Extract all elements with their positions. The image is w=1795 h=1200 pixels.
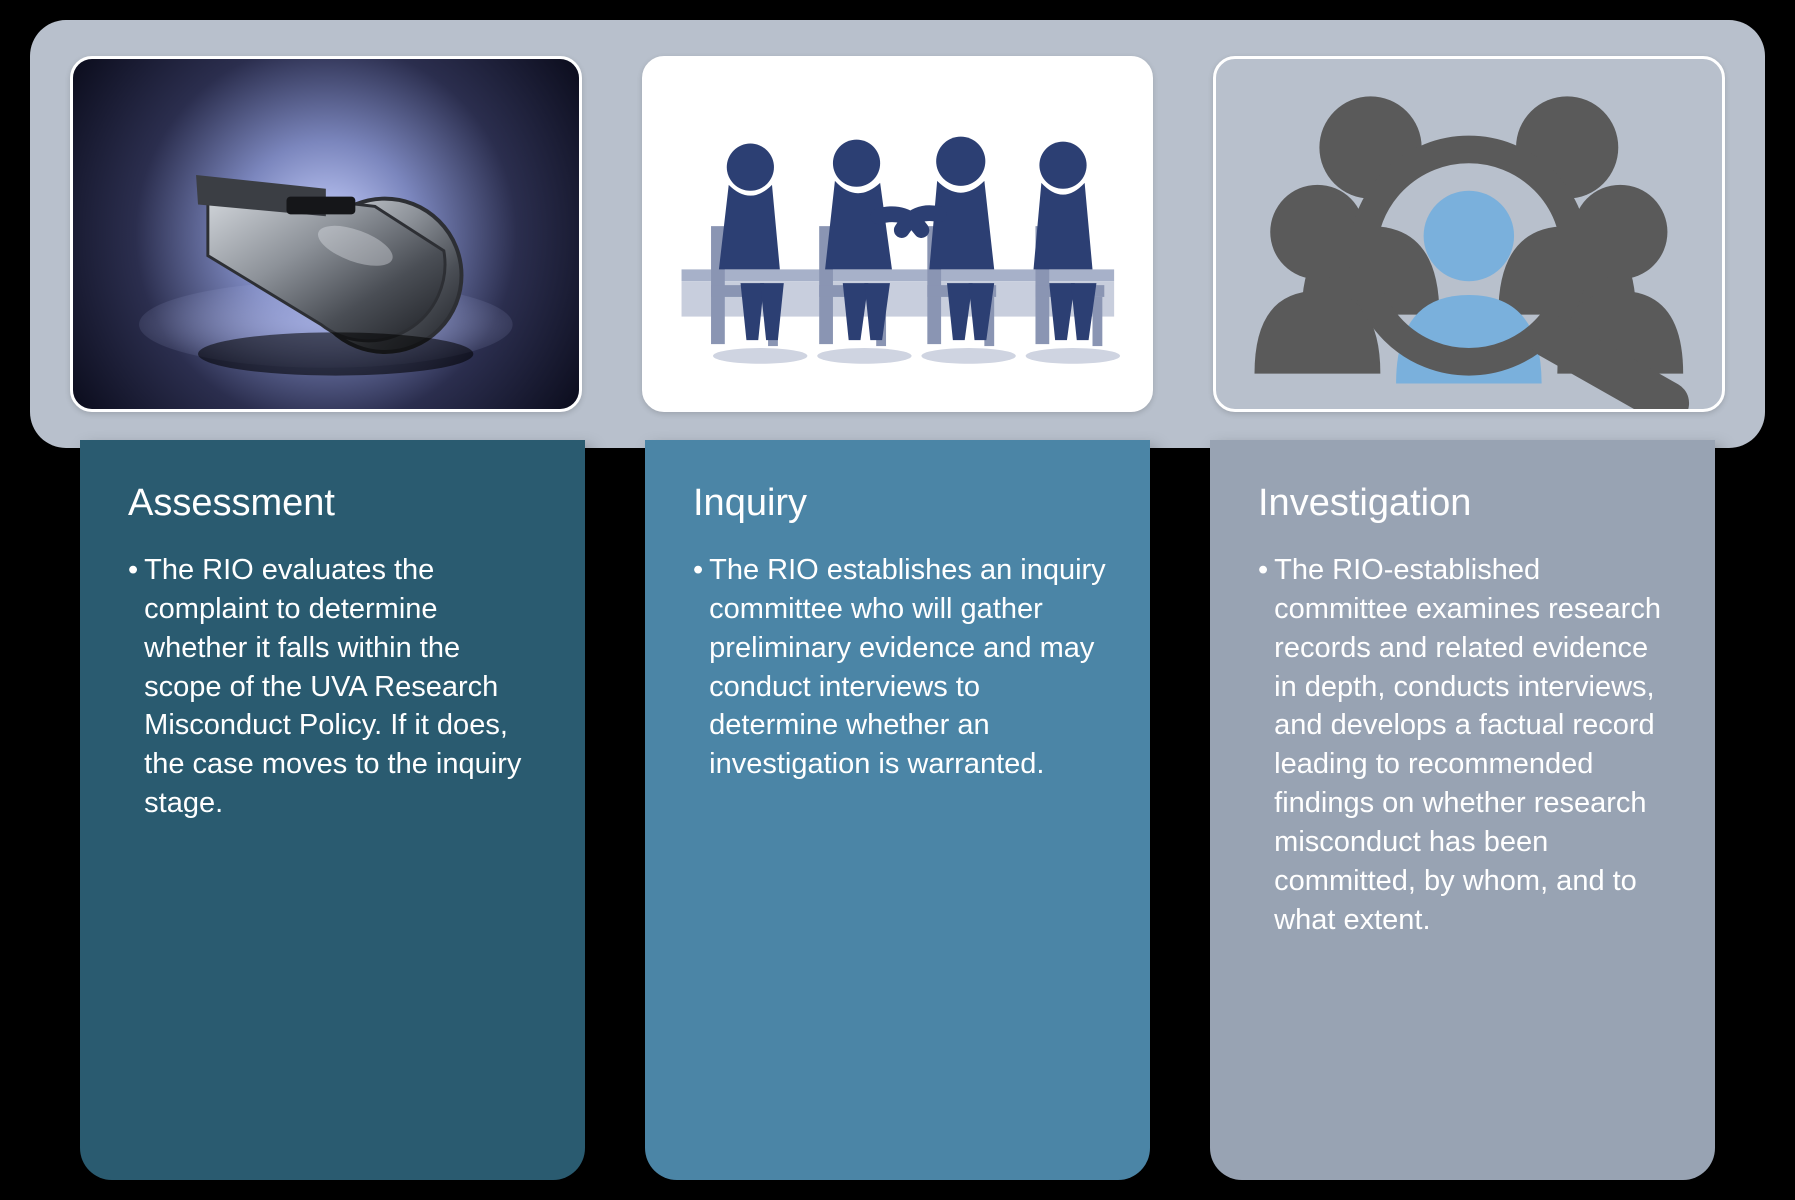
bullet-icon: • bbox=[1258, 551, 1268, 940]
card-text-inquiry: The RIO establishes an inquiry committee… bbox=[709, 551, 1110, 784]
meeting-icon bbox=[645, 59, 1151, 409]
image-banner bbox=[30, 20, 1765, 448]
card-text-assessment: The RIO evaluates the complaint to deter… bbox=[144, 551, 545, 823]
whistle-icon bbox=[73, 59, 579, 409]
magnify-group-icon bbox=[1216, 59, 1722, 409]
bullet-icon: • bbox=[693, 551, 703, 784]
image-assessment-whistle bbox=[70, 56, 582, 412]
card-title-assessment: Assessment bbox=[128, 482, 545, 525]
card-body-assessment: • The RIO evaluates the complaint to det… bbox=[128, 551, 545, 823]
bullet-icon: • bbox=[128, 551, 138, 823]
card-title-investigation: Investigation bbox=[1258, 482, 1675, 525]
card-inquiry: Inquiry • The RIO establishes an inquiry… bbox=[645, 440, 1150, 1180]
card-text-investigation: The RIO-established committee examines r… bbox=[1274, 551, 1675, 940]
card-title-inquiry: Inquiry bbox=[693, 482, 1110, 525]
card-body-inquiry: • The RIO establishes an inquiry committ… bbox=[693, 551, 1110, 784]
card-investigation: Investigation • The RIO-established comm… bbox=[1210, 440, 1715, 1180]
cards-row: Assessment • The RIO evaluates the compl… bbox=[20, 440, 1775, 1180]
image-investigation-magnifier bbox=[1213, 56, 1725, 412]
card-assessment: Assessment • The RIO evaluates the compl… bbox=[80, 440, 585, 1180]
card-body-investigation: • The RIO-established committee examines… bbox=[1258, 551, 1675, 940]
image-inquiry-meeting bbox=[642, 56, 1154, 412]
